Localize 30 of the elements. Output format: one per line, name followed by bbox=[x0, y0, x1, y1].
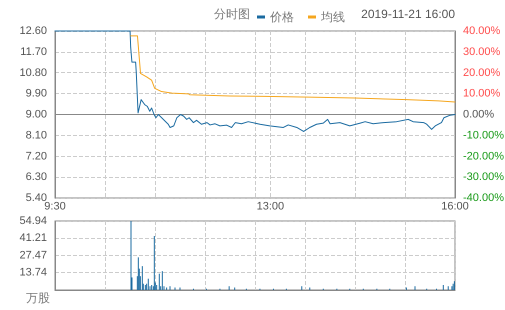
x-tick-label: 9:30 bbox=[44, 200, 66, 212]
text: 2019-11-21 16:00 bbox=[361, 7, 456, 21]
y-tick-label: 41.21 bbox=[19, 232, 47, 244]
y2-tick-label: -20.00% bbox=[463, 150, 504, 162]
y-tick-label: 9.00 bbox=[26, 108, 47, 120]
y2-tick-label: 30.00% bbox=[463, 46, 501, 58]
y-tick-label: 54.94 bbox=[19, 215, 47, 227]
y-tick-label: 11.70 bbox=[20, 46, 47, 58]
legend-label: 价格 bbox=[269, 10, 294, 24]
y-tick-label: 12.60 bbox=[19, 25, 47, 37]
y-tick-label: 6.30 bbox=[26, 171, 47, 184]
y2-tick-label: 40.00% bbox=[463, 25, 501, 37]
y-tick-label: 13.74 bbox=[19, 266, 47, 279]
y-tick-label: 10.80 bbox=[19, 66, 47, 79]
x-tick-label: 13:00 bbox=[256, 200, 284, 212]
y-axis-title: 万股 bbox=[26, 291, 50, 305]
y-tick-label: 9.90 bbox=[26, 88, 47, 100]
x-tick-label: 16:00 bbox=[441, 200, 469, 212]
line-series bbox=[54, 30, 456, 132]
line-series bbox=[130, 35, 456, 102]
legend-label: 均线 bbox=[320, 10, 345, 24]
chart-subtitle: 分时图 bbox=[214, 7, 250, 21]
y2-tick-label: -10.00% bbox=[463, 129, 504, 142]
y2-tick-label: 0.00% bbox=[463, 108, 494, 120]
y-tick-label: 8.10 bbox=[26, 129, 47, 142]
y2-tick-label: 10.00% bbox=[463, 88, 501, 100]
y2-tick-label: 20.00% bbox=[463, 66, 501, 79]
y-tick-label: 7.20 bbox=[26, 150, 47, 162]
y-tick-label: 27.47 bbox=[19, 250, 47, 262]
y2-tick-label: -30.00% bbox=[463, 171, 504, 184]
